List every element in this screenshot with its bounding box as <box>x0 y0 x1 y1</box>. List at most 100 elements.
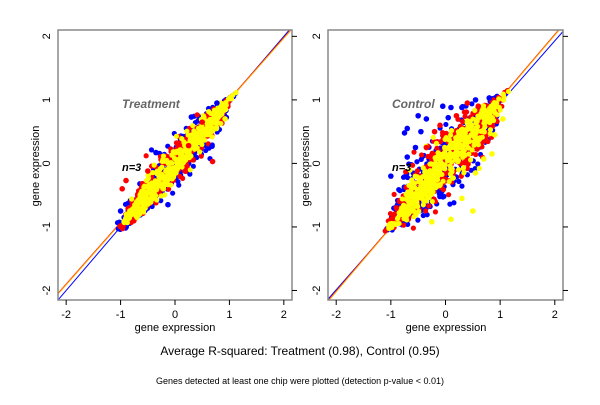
outlier-point <box>423 116 430 122</box>
data-point <box>204 132 211 138</box>
data-point <box>209 134 215 140</box>
outlier-point <box>423 144 430 151</box>
data-point <box>217 104 223 110</box>
data-point <box>432 155 438 161</box>
outlier-point <box>459 104 465 111</box>
data-point <box>165 160 171 166</box>
data-point <box>473 130 479 136</box>
data-point <box>448 127 455 134</box>
outlier-point <box>431 128 438 135</box>
data-point <box>412 173 418 179</box>
data-point <box>453 137 459 144</box>
outlier-point <box>437 122 443 129</box>
data-point <box>473 125 479 131</box>
outlier-point <box>404 125 411 132</box>
data-point <box>391 221 397 227</box>
outlier-point <box>388 173 394 179</box>
data-point <box>404 217 410 223</box>
panel-title: Control <box>392 97 435 111</box>
y-axis-label: gene expression <box>300 126 312 207</box>
data-point <box>160 153 167 159</box>
y-tick-label: 0 <box>41 160 53 166</box>
data-point <box>450 175 456 181</box>
data-point <box>425 153 431 160</box>
data-point <box>131 210 137 216</box>
outlier-point <box>153 149 159 156</box>
outlier-point <box>165 201 171 208</box>
outlier-point <box>453 112 460 119</box>
data-point <box>194 112 200 118</box>
data-point <box>154 197 160 203</box>
data-point <box>401 222 407 228</box>
data-point <box>169 152 175 158</box>
data-point <box>158 174 165 180</box>
data-point <box>435 150 441 156</box>
data-point <box>387 210 394 217</box>
outlier-point <box>470 208 476 214</box>
data-point <box>233 89 239 96</box>
data-point <box>430 189 436 195</box>
data-point <box>394 216 401 222</box>
data-point <box>438 161 445 167</box>
data-point <box>409 177 415 183</box>
data-point <box>460 154 466 160</box>
data-point <box>210 116 216 122</box>
data-point <box>140 207 146 213</box>
data-point <box>424 186 431 192</box>
outlier-point <box>448 104 454 111</box>
data-point <box>207 125 213 131</box>
data-point <box>131 205 137 211</box>
outlier-point <box>475 103 482 110</box>
data-point <box>170 190 176 196</box>
data-point <box>427 171 433 177</box>
data-point <box>461 132 467 138</box>
plot-area <box>58 30 292 300</box>
data-point <box>447 132 454 138</box>
y-tick-label: 2 <box>311 33 323 39</box>
data-point <box>408 188 414 194</box>
data-point <box>142 194 148 201</box>
data-point <box>442 144 448 150</box>
outlier-point <box>404 154 411 160</box>
data-point <box>496 96 502 102</box>
data-point <box>449 169 455 175</box>
x-tick-label: -2 <box>61 309 71 321</box>
data-point <box>128 219 134 226</box>
outlier-point <box>144 168 151 174</box>
data-point <box>472 107 478 113</box>
data-point <box>122 201 129 207</box>
data-point <box>459 183 465 189</box>
x-tick-label: 0 <box>442 309 448 321</box>
data-point <box>194 140 200 146</box>
data-point <box>407 167 413 173</box>
data-point <box>460 165 466 171</box>
data-point <box>462 113 468 120</box>
data-point <box>475 161 481 167</box>
data-point <box>391 191 397 198</box>
data-point <box>475 113 481 119</box>
y-tick-label: 0 <box>311 160 323 166</box>
data-point <box>428 178 435 184</box>
data-point <box>156 168 162 174</box>
outlier-point <box>209 158 216 165</box>
outlier-point <box>491 132 498 138</box>
data-point <box>150 169 156 176</box>
data-point <box>408 201 414 207</box>
data-point <box>425 182 431 188</box>
x-tick-label: -1 <box>116 309 126 321</box>
data-point <box>137 193 143 199</box>
n-annotation: n=3 <box>392 162 411 174</box>
data-point <box>203 147 209 154</box>
data-point <box>162 192 168 198</box>
data-point <box>156 183 162 189</box>
outlier-point <box>222 116 228 122</box>
outlier-point <box>418 128 424 135</box>
data-point <box>480 104 486 110</box>
data-point <box>429 198 435 205</box>
data-point <box>446 178 452 185</box>
data-point <box>411 194 417 200</box>
data-point <box>432 209 439 215</box>
outlier-point <box>486 95 493 101</box>
data-point <box>166 186 172 192</box>
